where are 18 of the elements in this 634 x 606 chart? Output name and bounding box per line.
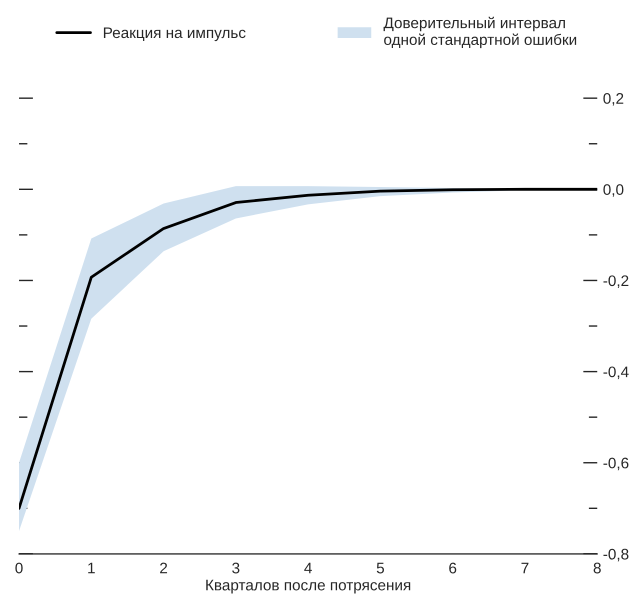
text: Доверительный интервал одной стандартной ошибки [384,16,576,48]
x-tick-label: 6 [449,562,456,574]
x-tick-label: 5 [376,562,384,574]
legend-label: Реакция на импульс [104,27,246,42]
x-tick-label: 4 [304,562,312,574]
x-tick-label: 7 [521,562,528,574]
y-tick-label: 0,0 [603,184,624,197]
x-tick-label: 8 [594,562,601,574]
x-tick-label: 1 [88,562,95,574]
y-tick-label: -0,6 [603,458,628,470]
y-tick-label: -0,4 [603,366,629,380]
x-tick-label: 3 [232,562,240,574]
x-axis-title: Кварталов после потрясения [206,580,410,594]
y-tick-label: -0,2 [603,275,628,288]
y-tick-label: -0,8 [603,548,628,562]
x-tick-label: 0 [15,562,23,574]
x-tick-label: 2 [160,562,168,574]
y-tick-label: 0,2 [603,93,624,106]
